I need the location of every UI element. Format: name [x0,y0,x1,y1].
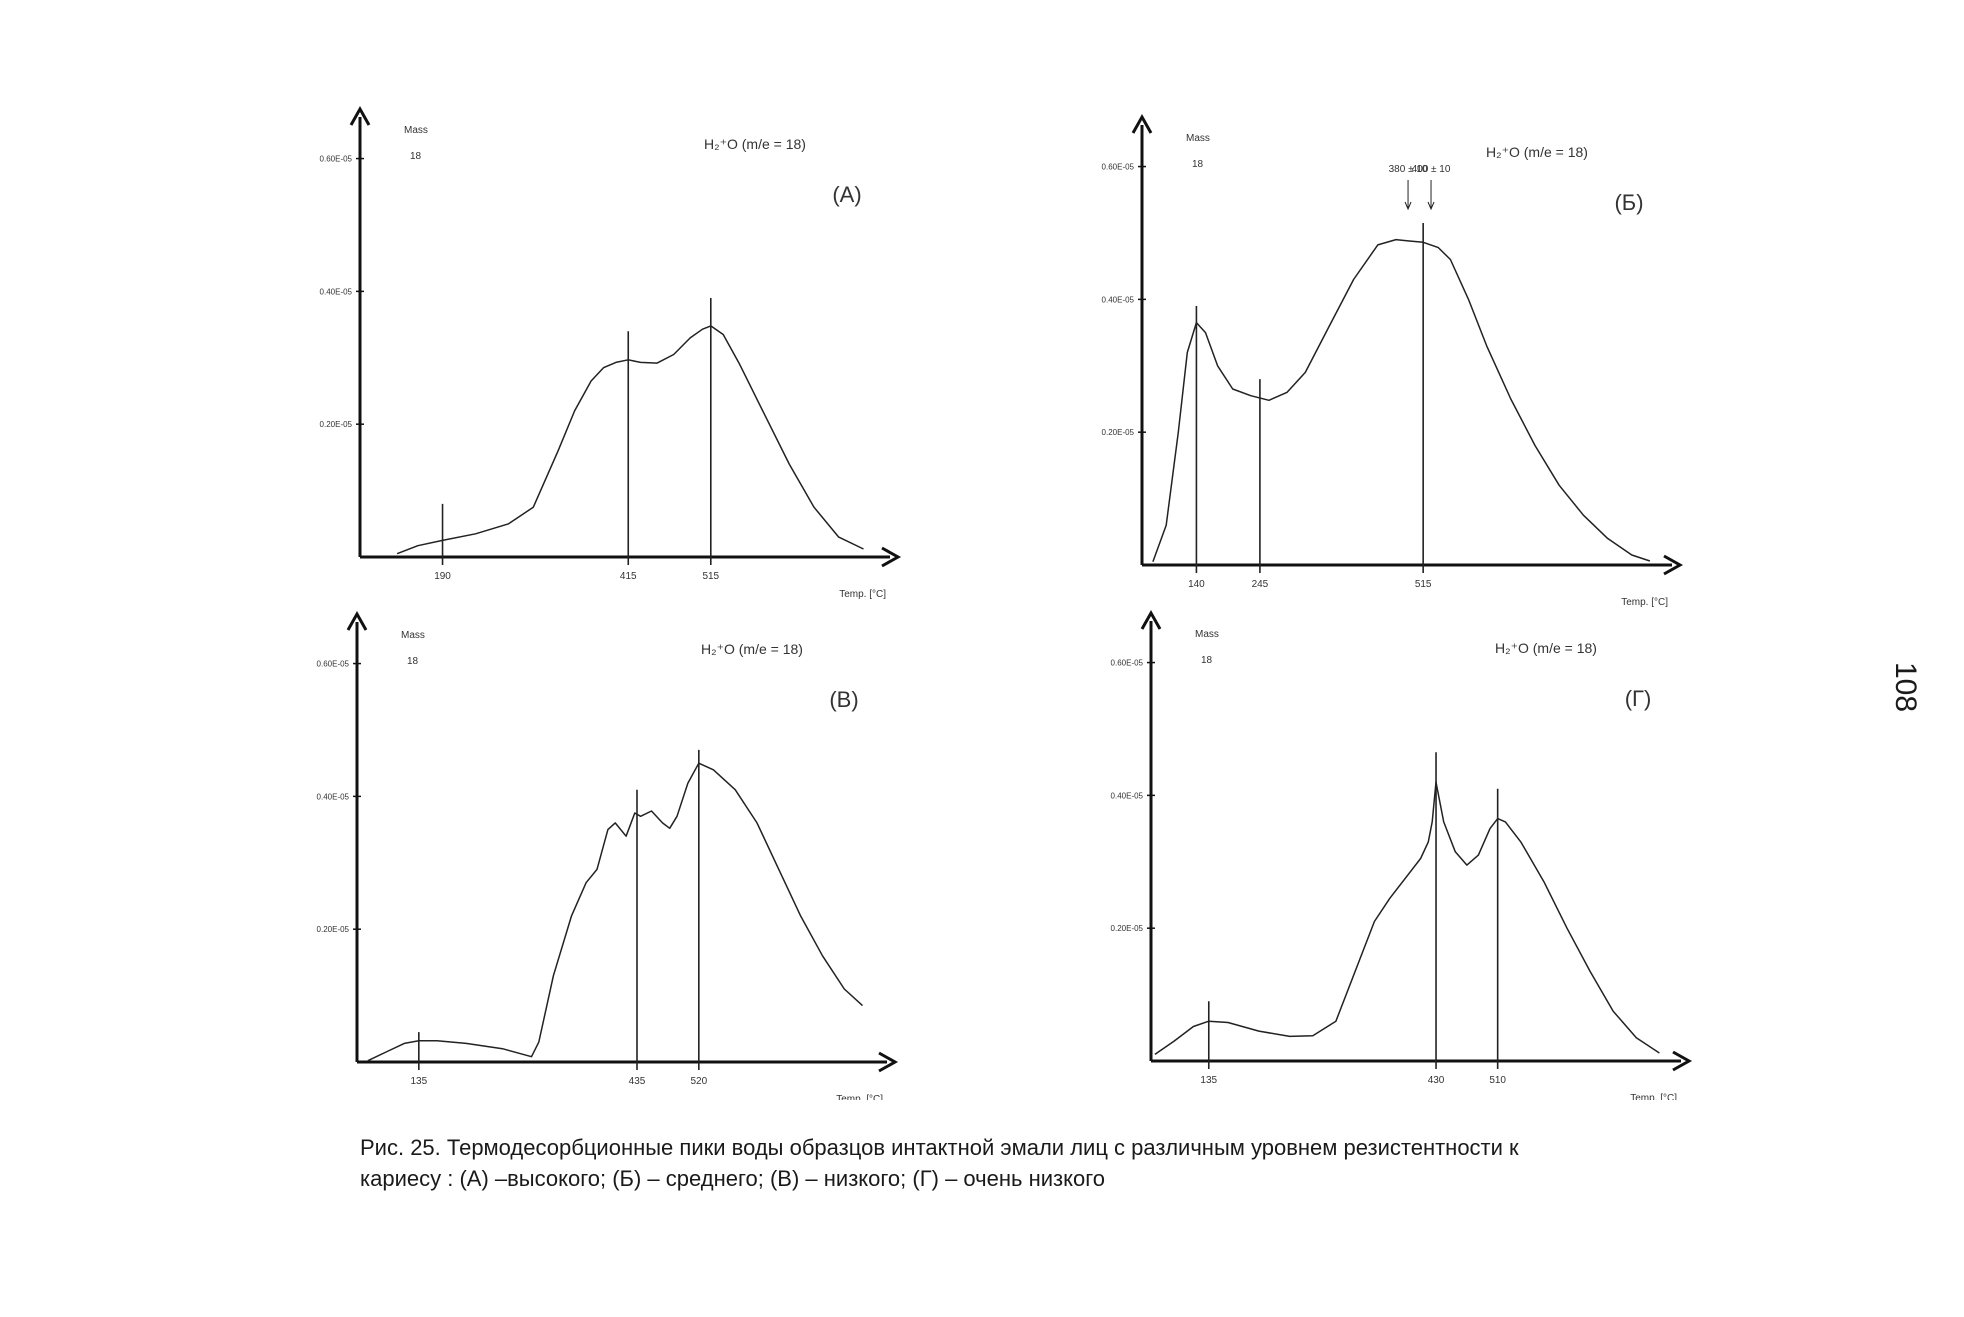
x-axis-label: Temp. [°C] [1630,1093,1677,1100]
mass-value: 18 [407,656,419,667]
panel-label: (А) [832,182,861,207]
y-tick-label: 0.20E-05 [1111,924,1144,933]
mass-value: 18 [410,151,422,162]
data-series-line [367,762,864,1062]
caption-line-1: Рис. 25. Термодесорбционные пики воды об… [360,1135,1519,1160]
annotation-label: 400 ± 10 [1412,164,1451,175]
chart-panel-3: 0.20E-05 0.40E-05 0.60E-05 135 435 520 Mass 18 H… [317,610,899,1100]
data-series-line [1152,238,1651,562]
panel-label: (Г) [1625,686,1652,711]
peak-label: 135 [410,1076,427,1087]
peak-label: 515 [702,571,719,582]
y-tick-label: 0.60E-05 [320,155,353,164]
y-tick-label: 0.40E-05 [320,287,353,296]
annotation-arrowhead-icon [1404,201,1412,211]
y-tick-label: 0.60E-05 [317,660,350,669]
mass-value: 18 [1192,159,1204,170]
x-axis-arrow-icon [878,1051,899,1073]
x-axis-label: Temp. [°C] [836,1094,883,1100]
peak-label: 520 [690,1076,707,1087]
page-number: 108 [1889,661,1923,713]
x-axis-arrow-icon [881,546,902,568]
x-axis-label: Temp. [°C] [1621,597,1668,608]
x-axis-arrow-icon [1663,554,1684,576]
y-axis-arrow-icon [1140,609,1162,630]
y-tick-label: 0.60E-05 [1111,659,1144,668]
legend-label: H₂⁺O (m/e = 18) [1486,144,1588,160]
legend-label: H₂⁺O (m/e = 18) [701,641,803,657]
peak-label: 140 [1188,579,1205,590]
figure-caption: Рис. 25. Термодесорбционные пики воды об… [360,1132,1690,1194]
annotation-label: 380 ± 10 [1389,164,1428,175]
peak-label: 510 [1489,1075,1506,1086]
mass-label: Mass [404,125,428,136]
chart-panel-1: 0.20E-05 0.40E-05 0.60E-05 190 415 515 Mass 18 H… [320,105,902,600]
chart-panel-2: 0.20E-05 0.40E-05 0.60E-05 140 245 515 Mass 18 H… [1102,113,1684,608]
mass-label: Mass [1195,629,1219,640]
annotation-arrowhead-icon [1427,201,1435,211]
legend-label: H₂⁺O (m/e = 18) [1495,640,1597,656]
y-axis-arrow-icon [349,105,371,126]
mass-label: Mass [401,630,425,641]
mass-value: 18 [1201,655,1213,666]
y-tick-label: 0.40E-05 [1111,791,1144,800]
x-axis-label: Temp. [°C] [839,589,886,600]
y-tick-label: 0.20E-05 [317,925,350,934]
panel-label: (В) [829,687,858,712]
x-axis-arrow-icon [1672,1050,1693,1072]
peak-label: 245 [1252,579,1269,590]
peak-label: 515 [1415,579,1432,590]
y-tick-label: 0.40E-05 [317,792,350,801]
peak-label: 135 [1200,1075,1217,1086]
y-axis-arrow-icon [1131,113,1153,134]
peak-label: 435 [629,1076,646,1087]
y-tick-label: 0.60E-05 [1102,163,1135,172]
peak-label: 430 [1428,1075,1445,1086]
panel-label: (Б) [1614,190,1643,215]
y-tick-label: 0.40E-05 [1102,295,1135,304]
y-tick-label: 0.20E-05 [320,420,353,429]
peak-label: 190 [434,571,451,582]
peak-label: 415 [620,571,637,582]
y-axis-arrow-icon [346,610,368,631]
y-tick-label: 0.20E-05 [1102,428,1135,437]
charts-figure: 0.20E-05 0.40E-05 0.60E-05 190 415 515 Mass 18 H… [317,105,1693,1100]
chart-panel-4: 0.20E-05 0.40E-05 0.60E-05 135 430 510 Mass 18 H… [1111,609,1693,1100]
data-series-line [396,325,864,555]
data-series-line [1154,781,1660,1056]
mass-label: Mass [1186,133,1210,144]
caption-line-2: кариесу : (А) –высокого; (Б) – среднего;… [360,1166,1105,1191]
legend-label: H₂⁺O (m/e = 18) [704,136,806,152]
